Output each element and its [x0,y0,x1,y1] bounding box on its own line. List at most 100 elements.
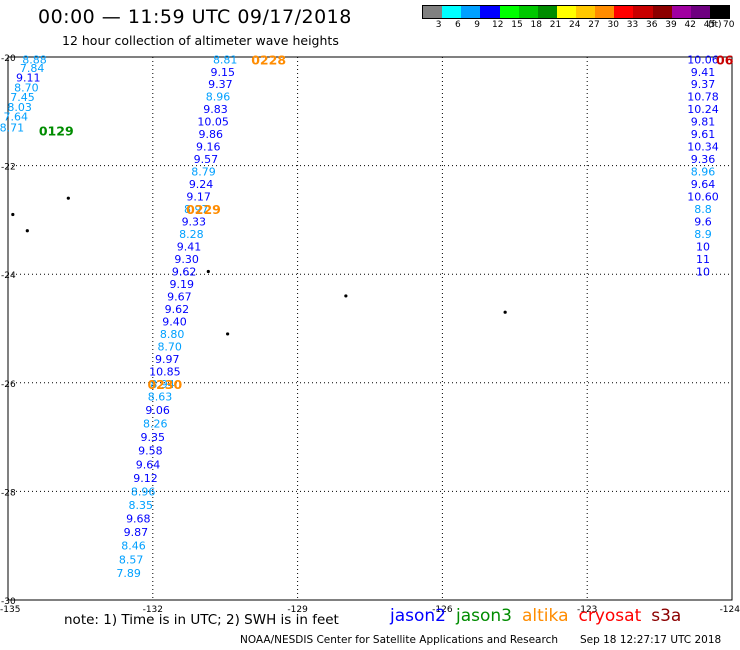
wave-height-value: 9.61 [691,128,716,141]
wave-height-value: 9.16 [196,141,221,154]
colorbar-swatch [423,6,443,18]
colorbar-label: 42 [684,20,696,30]
colorbar-label: 27 [588,20,600,30]
latitude-tick-label: -24 [1,271,16,281]
latitude-tick-label: -30 [1,597,16,607]
footer-credit: NOAA/NESDIS Center for Satellite Applica… [240,634,558,646]
wave-height-value: 8.79 [191,166,216,179]
wave-height-value: 8.8 [694,203,712,216]
wave-height-value: 9.83 [203,103,228,116]
wave-height-value: 9.86 [198,128,223,141]
colorbar-label: 21 [549,20,562,30]
island-marker [66,196,70,200]
wave-height-value: 9.37 [691,78,716,91]
wave-height-value: 7.45 [10,91,35,104]
wave-height-value: 8.28 [179,228,204,241]
longitude-tick-label: -123 [577,605,597,615]
colorbar-swatch [595,6,615,18]
colorbar-swatch [499,6,519,18]
wave-height-value: 9.97 [155,353,180,366]
colorbar-swatch [537,6,557,18]
colorbar-swatch [633,6,653,18]
wave-height-value: 10.06 [687,54,719,67]
pass-time-label: 0129 [39,123,74,138]
colorbar-label: 33 [626,20,639,30]
wave-height-value: 8.26 [143,418,168,431]
colorbar-swatch [652,6,672,18]
wave-height-value: 9.41 [177,241,202,254]
colorbar-label: 9 [474,20,480,30]
colorbar-label: 3 [435,20,442,30]
wave-height-value: 10.05 [197,116,229,129]
pass-time-label: 0230 [147,377,182,392]
colorbar-swatch [556,6,576,18]
wave-height-value: 9.64 [691,178,716,191]
wave-height-value: 9.19 [170,278,195,291]
wave-height-value: 9.30 [174,253,199,266]
wave-height-value: 8.35 [128,499,153,512]
colorbar-label: 18 [530,20,542,30]
map-frame [7,56,733,601]
wave-height-value: 8.96 [691,166,716,179]
wave-height-value: 9.17 [186,191,211,204]
wave-height-value: 9.87 [124,526,149,539]
wave-height-value: 8.9 [694,228,712,241]
wave-height-value: 9.24 [189,178,214,191]
colorbar-label: 30 [607,20,619,30]
wave-height-value: 7.84 [20,62,45,75]
wave-height-value: 10 [696,241,710,254]
wave-height-value: 8.80 [160,328,185,341]
colorbar-swatch [480,6,500,18]
wave-height-value: 8.81 [213,54,238,67]
footer-timestamp: Sep 18 12:27:17 UTC 2018 [580,634,722,646]
colorbar-label: 6 [455,20,461,30]
wave-height-value: 8.70 [157,340,182,353]
colorbar-label: 70 [723,20,735,30]
colorbar-swatch [709,6,729,18]
wave-height-value: 8.97 [184,203,209,216]
wave-height-value: 8.03 [7,101,32,114]
colorbar-label: 36 [646,20,658,30]
longitude-tick-label: -126 [432,605,453,615]
wave-height-value: 9.33 [182,216,207,229]
wave-height-value: 10.78 [687,91,719,104]
wave-height-value: 8.88 [22,54,47,67]
island-marker [344,294,348,298]
wave-height-value: 10.85 [149,365,181,378]
wave-height-value: 9.67 [167,290,192,303]
colorbar-swatch [518,6,538,18]
longitude-tick-label: -129 [287,605,308,615]
wave-height-value: 9.36 [691,153,716,166]
wave-height-value: 10 [696,265,710,278]
wave-height-value: 8.57 [119,553,144,566]
colorbar-label: 12 [492,20,504,30]
colorbar-label: (ft) [708,20,722,30]
legend-item-jason2: jason2 [390,606,446,626]
wave-height-value: 8.94 [150,378,175,391]
colorbar-label: 24 [569,20,581,30]
wave-height-value: 9.12 [133,472,158,485]
wave-height-value: 9.11 [16,72,41,85]
latitude-tick-label: -20 [1,54,16,64]
wave-height-value: 10.34 [687,141,719,154]
wave-height-value: 7.89 [116,567,141,580]
colorbar-swatch [461,6,481,18]
wave-height-value: 9.68 [126,513,151,526]
wave-height-value: 10.24 [687,103,719,116]
wave-height-colorbar [422,5,730,19]
wave-height-value: 10.60 [687,191,719,204]
latitude-tick-label: -28 [1,488,16,498]
colorbar-swatch [576,6,596,18]
wave-height-value: 8.63 [148,390,173,403]
wave-height-value: 8.96 [131,485,156,498]
wave-height-value: 9.15 [211,66,236,79]
wave-height-value: 9.40 [162,315,187,328]
wave-height-value: 8.71 [0,122,24,135]
colorbar-swatch [442,6,462,18]
page-subtitle: 12 hour collection of altimeter wave hei… [62,33,339,48]
footer-note: note: 1) Time is in UTC; 2) SWH is in fe… [64,612,339,628]
wave-height-value: 7.64 [3,111,28,124]
colorbar-labels: 3 6 9 12 15 18 21 24 27 30 33 36 39 42 45 70 (ft) [422,20,735,32]
wave-height-value: 9.41 [691,66,716,79]
colorbar-label: 15 [511,20,523,30]
